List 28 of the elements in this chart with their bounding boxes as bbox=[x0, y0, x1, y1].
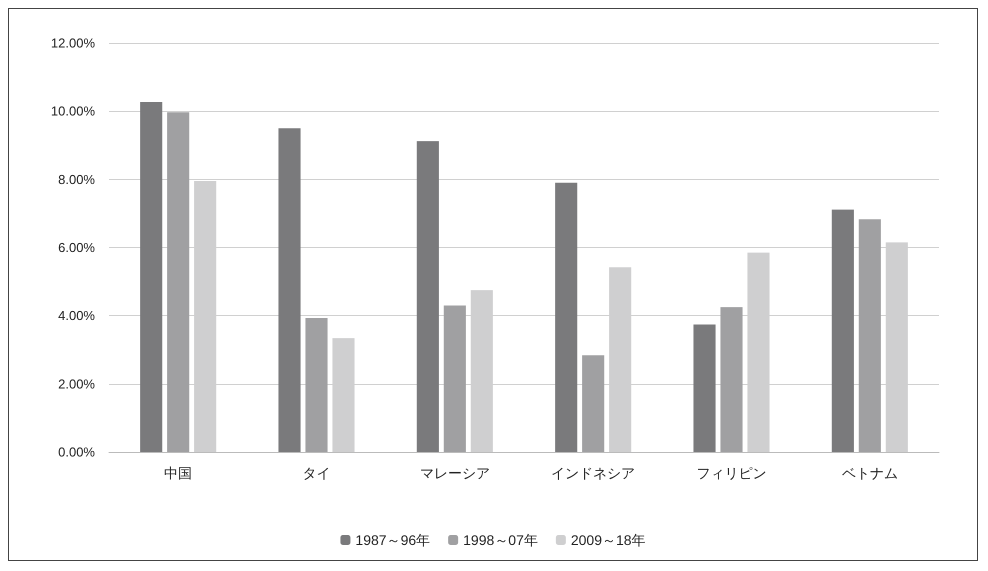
x-tick-label: 中国 bbox=[164, 465, 192, 481]
legend-label: 1987～96年 bbox=[355, 532, 430, 548]
legend-label: 1998～07年 bbox=[463, 532, 538, 548]
bar bbox=[832, 210, 854, 452]
bar bbox=[278, 128, 301, 452]
bar bbox=[555, 182, 578, 452]
bar bbox=[167, 112, 190, 452]
bar bbox=[444, 305, 466, 452]
y-tick-label: 6.00% bbox=[58, 240, 96, 255]
bar bbox=[582, 355, 604, 452]
y-tick-label: 10.00% bbox=[50, 104, 96, 119]
bar bbox=[416, 141, 439, 452]
y-tick-label: 2.00% bbox=[58, 376, 96, 392]
x-tick-label: インドネシア bbox=[551, 465, 636, 481]
x-tick-label: フィリピン bbox=[696, 465, 766, 481]
bar bbox=[305, 318, 328, 452]
bar bbox=[693, 324, 716, 452]
bar bbox=[858, 219, 881, 452]
x-tick-label: マレーシア bbox=[420, 465, 490, 481]
legend-label: 2009～18年 bbox=[570, 532, 646, 548]
bar bbox=[140, 102, 162, 452]
y-tick-label: 12.00% bbox=[50, 36, 96, 50]
y-tick-label: 8.00% bbox=[58, 172, 96, 187]
bar bbox=[720, 307, 743, 452]
x-tick-label: タイ bbox=[302, 465, 330, 481]
x-tick-label: ベトナム bbox=[842, 465, 898, 481]
y-tick-label: 4.00% bbox=[58, 308, 96, 324]
y-tick-label: 0.00% bbox=[58, 444, 96, 460]
